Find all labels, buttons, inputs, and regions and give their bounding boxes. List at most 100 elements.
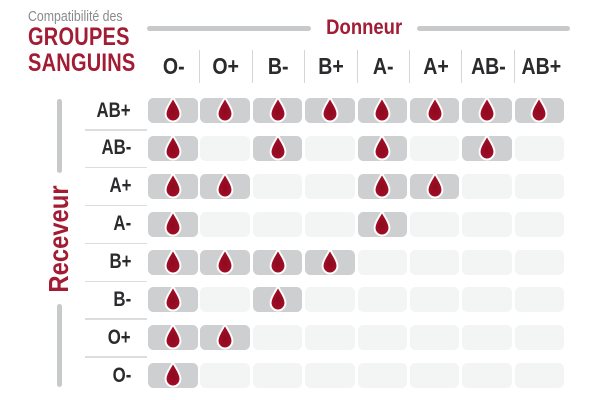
cell-aneg-bneg [252,211,303,237]
blood-drop-icon [478,133,496,161]
cell-oneg-abneg [462,363,512,389]
title-line2-text: SANGUINS [28,48,136,77]
cell-bneg-bneg [252,285,303,313]
receiver-row-label: O- [112,363,131,387]
receiver-row-label: AB- [101,136,131,160]
cell-aneg-aneg [357,209,408,237]
blood-drop-icon [164,247,182,275]
blood-drop-icon [426,96,444,123]
cell-opos-aneg [357,325,408,351]
compatibility-matrix [148,96,565,389]
receiver-label-abneg: AB- [85,136,147,169]
cell-bneg-oneg [148,285,198,313]
donor-header-label: A+ [422,53,449,79]
blood-drop-icon [269,96,286,123]
blood-drop-icon [426,171,444,199]
donor-axis-label-text: Donneur [326,16,403,39]
donor-header-oneg: O- [148,50,201,83]
cell-opos-opos [200,323,250,351]
cell-opos-apos [409,325,460,351]
cell-oneg-opos [200,363,250,389]
blood-drop-icon [373,133,391,161]
cell-bpos-bpos [305,247,355,275]
cell-apos-bpos [305,173,355,199]
receiver-axis-label: Receveur [43,185,74,293]
cell-abpos-apos [409,96,460,123]
blood-drop-icon [164,209,182,237]
cell-bneg-apos [409,287,460,313]
receiver-label-abpos: AB+ [85,98,147,131]
cell-oneg-aneg [357,363,408,389]
blood-drop-icon [216,171,234,199]
cell-abpos-oneg [148,96,198,123]
cell-apos-oneg [148,171,198,199]
cell-abneg-bneg [252,133,303,161]
cell-aneg-opos [200,211,250,237]
cell-abpos-abneg [462,96,512,123]
blood-drop-icon [373,171,391,199]
receiver-row-label: A- [113,212,131,236]
cell-oneg-bpos [305,363,355,389]
cell-bpos-abpos [514,249,565,275]
cell-abpos-aneg [357,96,408,123]
cell-bneg-abneg [462,287,512,313]
cell-abpos-bpos [305,96,355,123]
blood-drop-icon [269,285,286,312]
donor-column-headers: O- O+ B- B+ A- A+ AB- AB+ [148,50,567,83]
receiver-row-labels: AB+ AB- A+ A- B+ B- O+ O- [85,98,147,388]
cell-apos-aneg [357,171,408,199]
cell-abneg-opos [200,135,250,161]
cell-bneg-aneg [357,287,408,313]
donor-axis-line-right [417,26,570,31]
title-kicker: Compatibilité des [28,9,162,25]
cell-bpos-bneg [252,247,303,275]
cell-apos-abpos [514,173,565,199]
cell-abpos-bneg [252,96,303,123]
blood-drop-icon [216,247,234,275]
donor-header-label: B+ [318,53,344,79]
cell-abneg-apos [409,135,460,161]
cell-opos-abneg [462,325,512,351]
title-line2: SANGUINS [28,48,162,77]
cell-aneg-oneg [148,209,198,237]
blood-drop-icon [373,209,391,237]
blood-drop-icon [531,96,548,123]
cell-bpos-opos [200,247,250,275]
cell-bpos-abneg [462,249,512,275]
blood-drop-icon [164,323,182,350]
blood-drop-icon [164,361,182,388]
receiver-label-bpos: B+ [85,250,147,283]
cell-bneg-opos [200,287,250,313]
donor-header-bneg: B- [253,50,306,83]
blood-drop-icon [478,96,496,123]
blood-drop-icon [373,96,391,123]
cell-bneg-bpos [305,287,355,313]
receiver-row-label: B+ [109,250,131,274]
receiver-row-label: O+ [108,325,131,349]
donor-header-opos: O+ [200,50,253,83]
cell-bpos-apos [409,249,460,275]
cell-aneg-abneg [462,211,512,237]
cell-abneg-bpos [305,135,355,161]
donor-header-abneg: AB- [462,50,515,83]
cell-abpos-opos [200,96,250,123]
receiver-row-label: B- [113,287,131,311]
cell-aneg-bpos [305,211,355,237]
donor-axis-label: Donneur [311,16,418,40]
donor-header-aneg: A- [358,50,410,83]
receiver-label-opos: O+ [85,325,147,358]
donor-header-apos: A+ [410,50,463,83]
cell-aneg-abpos [514,211,565,237]
cell-abneg-abneg [462,133,512,161]
receiver-label-apos: A+ [85,174,147,207]
cell-bpos-aneg [357,249,408,275]
cell-oneg-bneg [252,363,303,389]
donor-header-label: AB+ [521,53,561,79]
donor-header-label: AB- [470,53,506,79]
cell-oneg-oneg [148,361,198,389]
receiver-axis-line-top [57,99,62,173]
receiver-axis-line-bottom [57,304,62,387]
cell-apos-abneg [462,173,512,199]
donor-axis-line-left [147,26,311,31]
